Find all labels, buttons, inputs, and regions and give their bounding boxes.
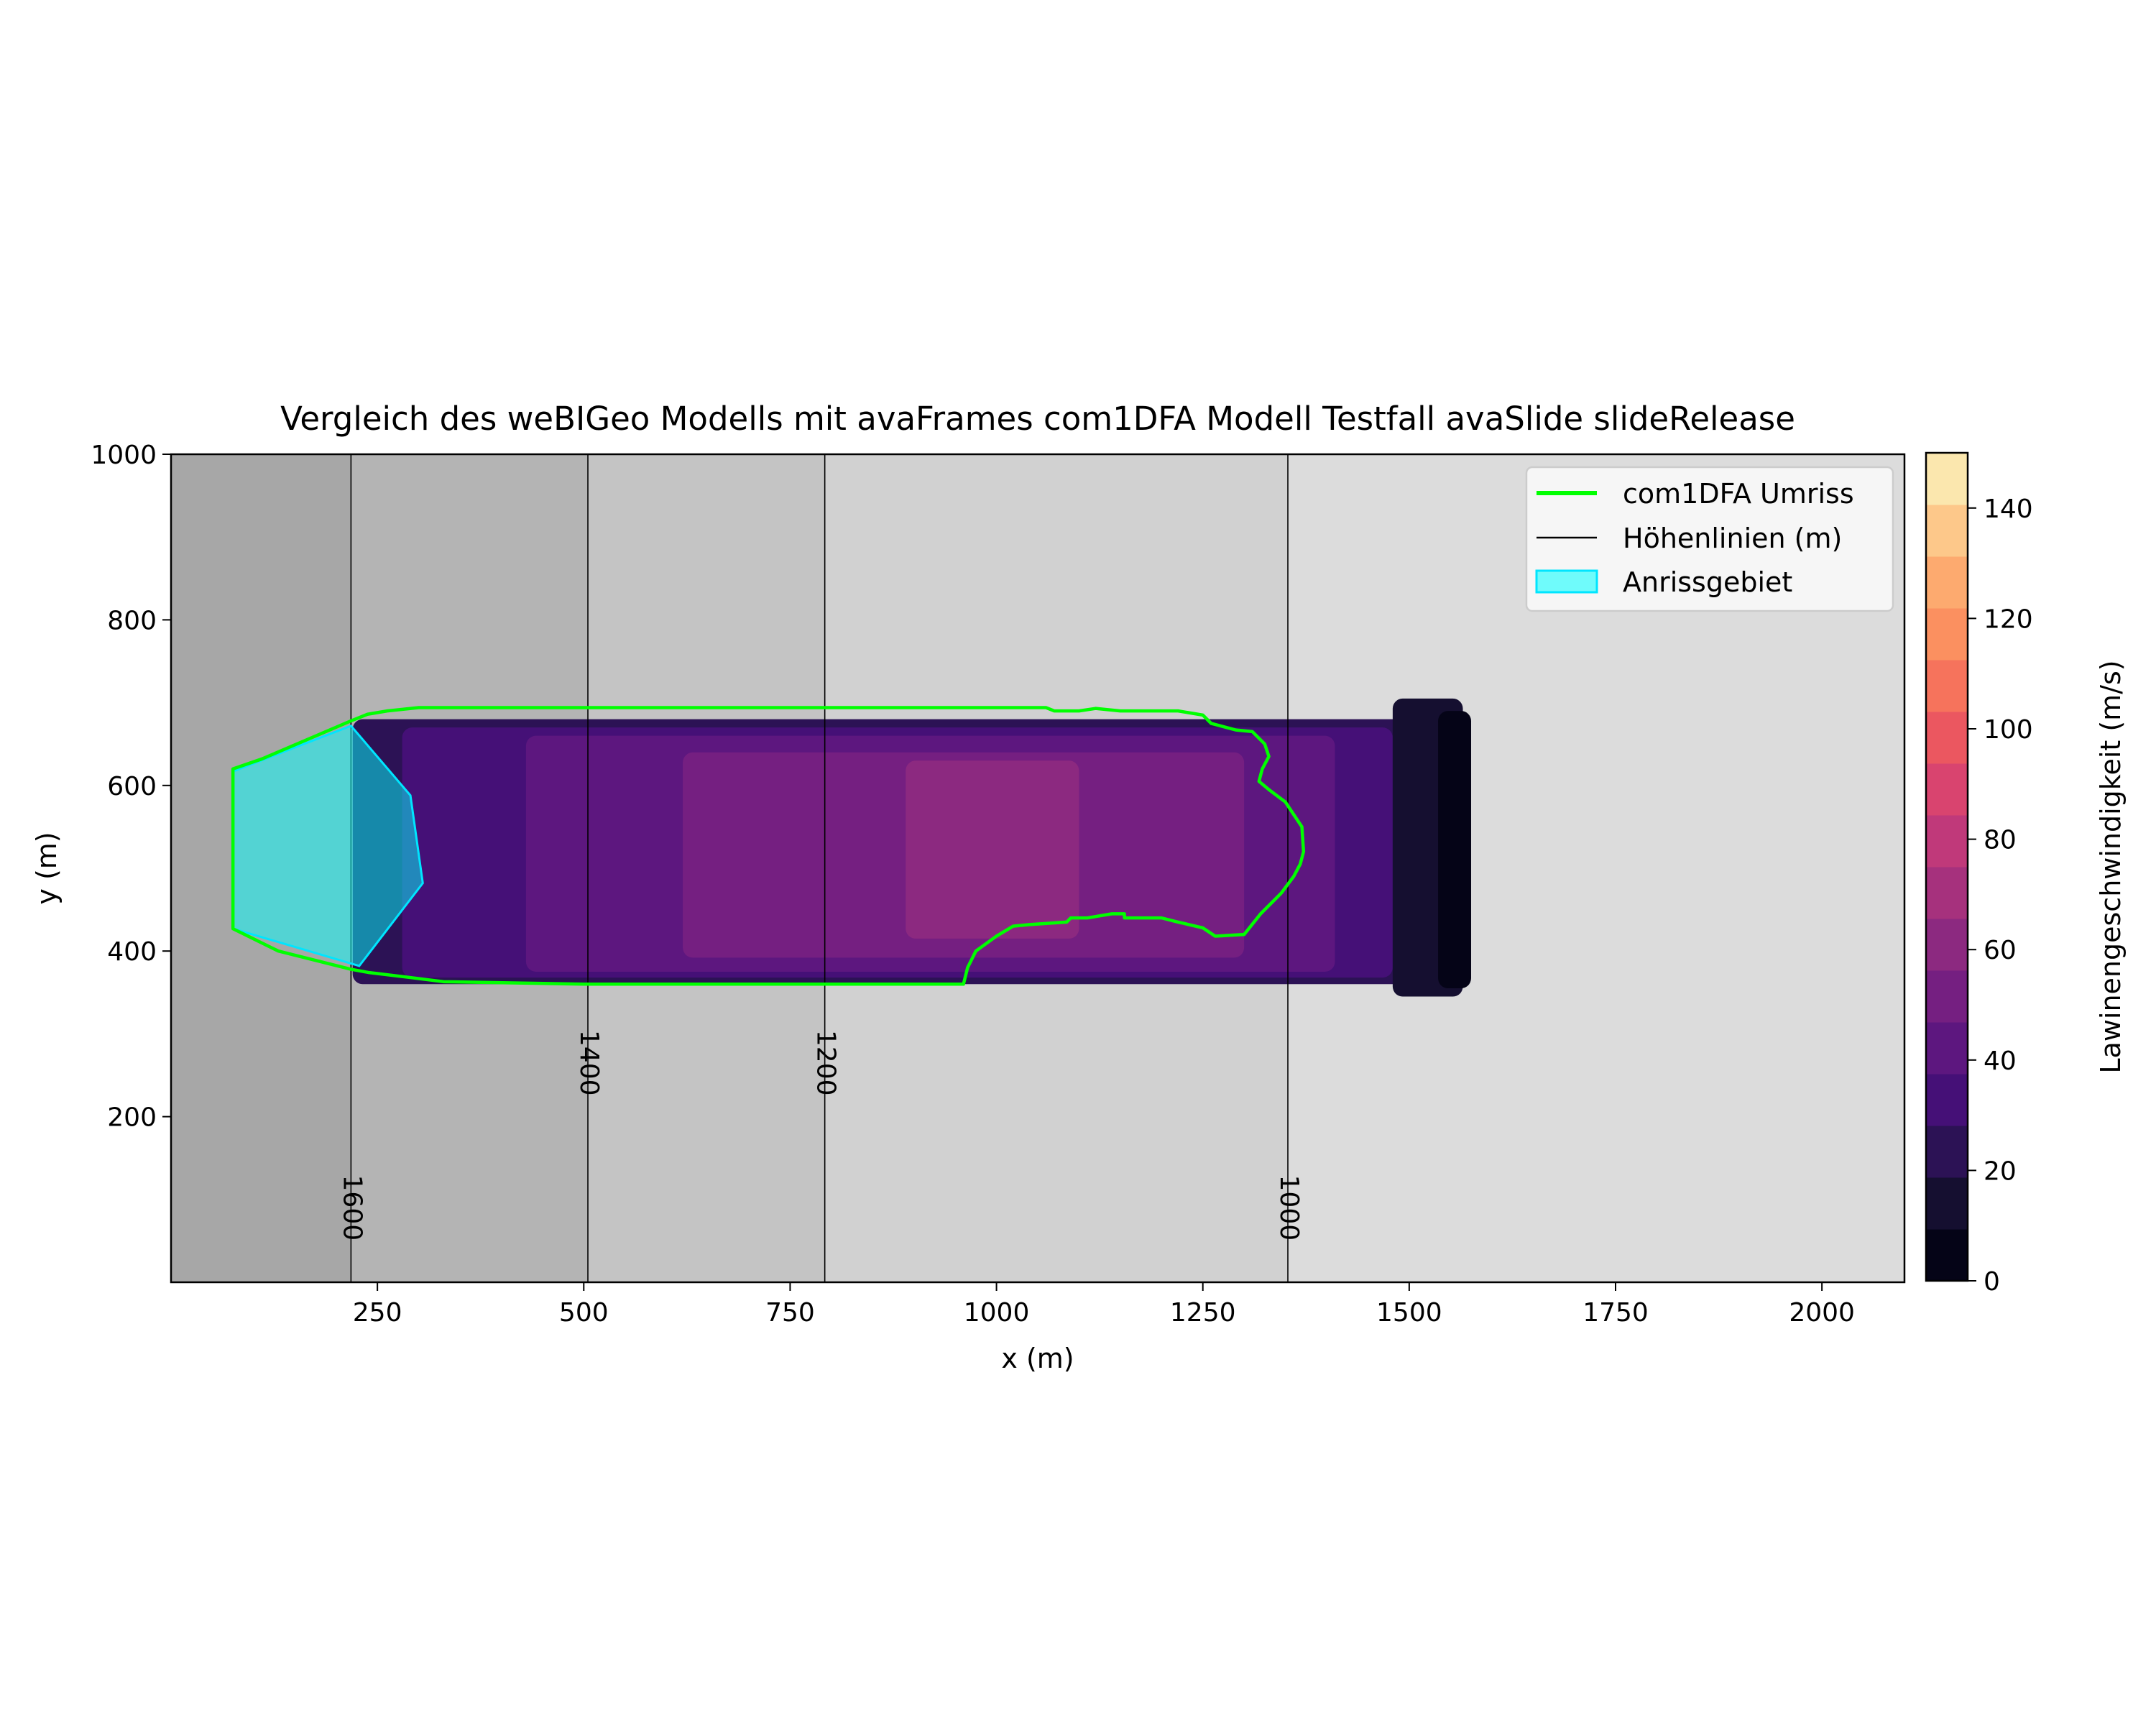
x-tick-label: 1000 (964, 1298, 1030, 1328)
velocity-zone-6 (1438, 711, 1471, 989)
colorbar-tick-label: 80 (1984, 826, 2017, 855)
y-tick-label: 800 (107, 606, 157, 635)
colorbar-segment-7 (1926, 867, 1968, 919)
legend-release-label: Anrissgebiet (1623, 566, 1792, 598)
contour-label-1000: 1000 (1274, 1175, 1304, 1241)
colorbar-ticks: 0 20 40 60 80 100 120 140 (1968, 494, 2033, 1297)
velocity-layer (352, 698, 1471, 997)
contour-label-1400: 1400 (574, 1030, 604, 1096)
colorbar-segment-14 (1926, 505, 1968, 557)
x-tick-label: 1500 (1376, 1298, 1442, 1328)
x-tick-label: 1750 (1583, 1298, 1649, 1328)
colorbar-frame (1925, 451, 1969, 1282)
chart-title: Vergleich des weBIGeo Modells mit avaFra… (280, 400, 1795, 438)
colorbar-segment-3 (1926, 1074, 1968, 1126)
x-tick-label: 1250 (1170, 1298, 1236, 1328)
colorbar-tick-label: 0 (1984, 1267, 2000, 1297)
colorbar: 0 20 40 60 80 100 120 140 Lawinengeschwindigkei… (1925, 451, 2127, 1297)
velocity-zone-4 (906, 760, 1079, 939)
colorbar-segment-9 (1926, 763, 1968, 816)
contour-label-1200: 1200 (811, 1030, 841, 1096)
colorbar-tick-label: 140 (1984, 494, 2033, 524)
y-axis-label: y (m) (31, 832, 63, 904)
colorbar-label: Lawinengeschwindigkeit (m/s) (2095, 660, 2127, 1073)
colorbar-segment-10 (1926, 712, 1968, 764)
x-tick-label: 750 (765, 1298, 815, 1328)
colorbar-segment-11 (1926, 660, 1968, 712)
legend-outline-label: com1DFA Umriss (1623, 478, 1854, 510)
contour-labels: 1600 1400 1200 1000 (337, 1030, 1304, 1241)
plot-area (171, 454, 1904, 1282)
colorbar-segment-4 (1926, 1022, 1968, 1075)
outline-layer (231, 706, 1306, 986)
y-tick-label: 400 (107, 937, 157, 967)
x-tick-label: 2000 (1789, 1298, 1855, 1328)
colorbar-segment-12 (1926, 608, 1968, 661)
x-axis-ticks: 250 500 750 1000 1250 1500 1750 2000 (353, 1282, 1855, 1328)
y-tick-label: 200 (107, 1103, 157, 1133)
colorbar-segment-5 (1926, 970, 1968, 1023)
y-axis-ticks: 200 400 600 800 1000 (91, 441, 171, 1133)
y-tick-label: 600 (107, 772, 157, 801)
colorbar-segment-6 (1926, 919, 1968, 971)
legend-contour-label: Höhenlinien (m) (1623, 523, 1842, 554)
contour-label-1600: 1600 (337, 1175, 367, 1241)
x-tick-label: 250 (353, 1298, 402, 1328)
colorbar-tick-label: 20 (1984, 1156, 2017, 1186)
colorbar-segment-13 (1926, 556, 1968, 609)
legend: com1DFA Umriss Höhenlinien (m) Anrissgeb… (1525, 466, 1894, 612)
colorbar-tick-label: 60 (1984, 936, 2017, 965)
colorbar-tick-label: 120 (1984, 604, 2033, 634)
colorbar-tick-label: 100 (1984, 715, 2033, 745)
y-tick-label: 1000 (91, 441, 157, 470)
colorbar-segment-2 (1926, 1126, 1968, 1178)
colorbar-segment-1 (1926, 1177, 1968, 1230)
colorbar-segment-15 (1926, 453, 1968, 505)
legend-release-swatch (1535, 569, 1598, 594)
colorbar-segment-0 (1926, 1229, 1968, 1282)
colorbar-segment-8 (1926, 815, 1968, 868)
colorbar-tick-label: 40 (1984, 1046, 2017, 1076)
x-axis-label: x (m) (1001, 1343, 1074, 1374)
legend-box (1525, 466, 1894, 612)
colorbar-segments (1926, 453, 1968, 1282)
com1dfa-outline-path (231, 706, 1306, 986)
plot-frame (170, 453, 1906, 1284)
x-tick-label: 500 (559, 1298, 609, 1328)
